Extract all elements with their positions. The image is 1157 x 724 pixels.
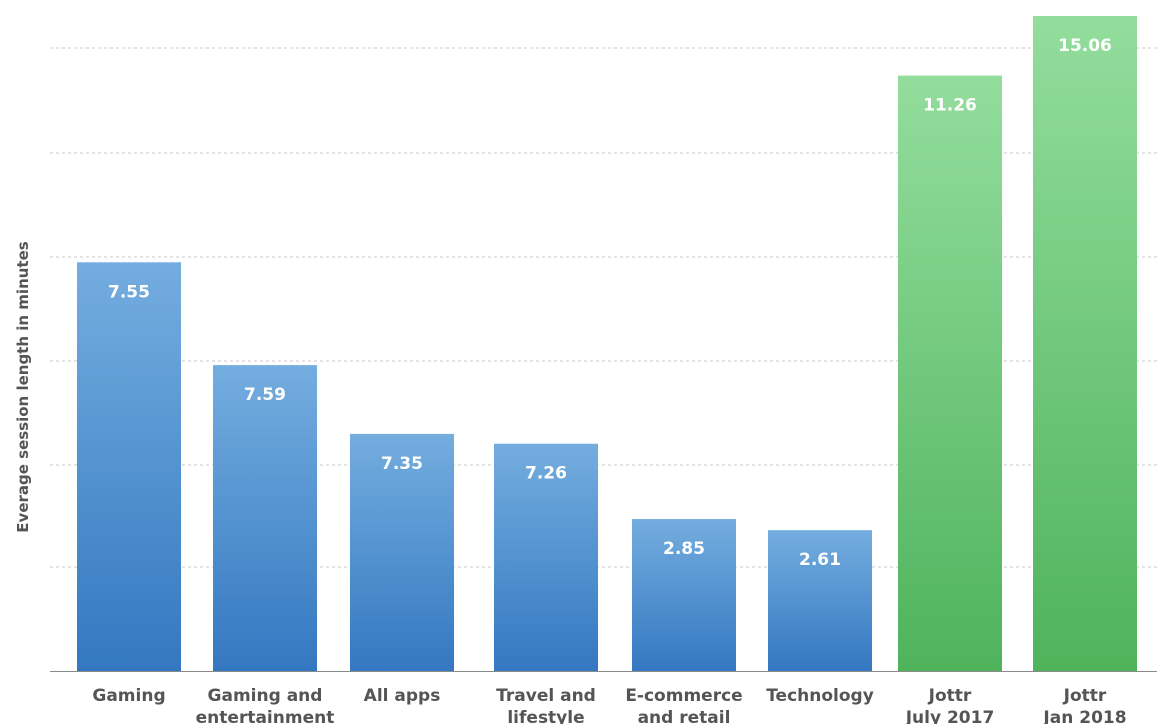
bar-3 <box>350 433 454 671</box>
x-tick-label-2: Gaming and entertainment <box>196 686 335 724</box>
y-axis-title: Everage session length in minutes <box>14 241 32 532</box>
x-tick-label-5: E-commerce and retail <box>625 686 742 724</box>
bar-8 <box>1033 16 1137 671</box>
x-tick-label-8: Jottr Jan 2018 <box>1042 686 1126 724</box>
bar-6 <box>768 530 872 671</box>
bar-4 <box>494 443 598 671</box>
bar-value-label-1: 7.55 <box>108 282 150 302</box>
bar-value-label-4: 7.26 <box>525 464 567 484</box>
x-tick-label-6: Technology <box>766 686 874 706</box>
bar-5 <box>632 519 736 671</box>
bar-value-label-7: 11.26 <box>923 96 977 116</box>
bar-2 <box>213 365 317 671</box>
bar-1 <box>77 262 181 671</box>
bars <box>77 16 1137 672</box>
bar-value-label-6: 2.61 <box>799 550 841 570</box>
x-tick-labels: Gaming Gaming and entertainment All apps Tra… <box>92 686 1126 724</box>
x-tick-label-3: All apps <box>364 686 441 706</box>
x-tick-label-7: Jottr July 2017 <box>905 686 995 724</box>
gridlines <box>50 47 1157 568</box>
bar-value-label-5: 2.85 <box>663 539 705 559</box>
bar-value-labels: 7.55 7.59 7.35 7.26 2.85 2.61 11.26 15.06 <box>108 36 1112 570</box>
x-tick-label-1: Gaming <box>92 686 165 706</box>
bar-value-label-3: 7.35 <box>381 454 423 474</box>
bar-value-label-2: 7.59 <box>244 385 286 405</box>
x-tick-label-4: Travel and lifestyle <box>496 686 596 724</box>
bar-7 <box>898 75 1002 672</box>
bar-value-label-8: 15.06 <box>1058 36 1112 56</box>
